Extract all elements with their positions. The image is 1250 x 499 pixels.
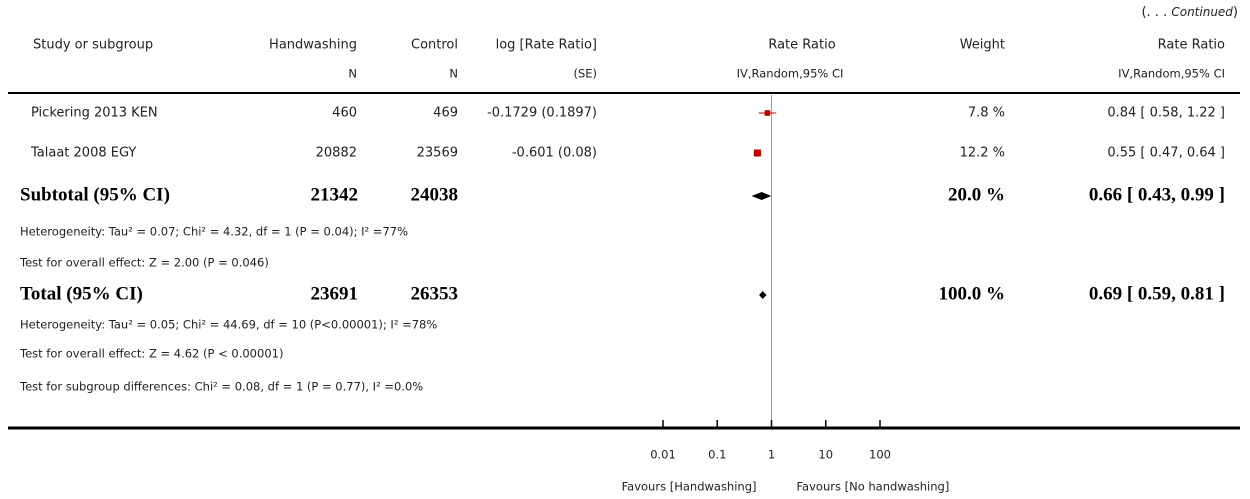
continued-text: Continued [1171,5,1233,19]
heterogeneity: Heterogeneity: Tau² = 0.05; Chi² = 44.69… [20,318,437,332]
continued-note: (. . . Continued) [1141,5,1238,20]
column-header: Control [411,38,458,53]
summary-name: Subtotal (95% CI) [20,184,170,205]
column-header: Weight [960,38,1005,53]
estimate-square [753,149,761,157]
log-rr: -0.1729 (0.1897) [487,106,597,121]
summary-control-n: 26353 [411,283,459,304]
heterogeneity: Heterogeneity: Tau² = 0.07; Chi² = 4.32,… [20,225,408,239]
treatment-n: 20882 [316,146,357,161]
x-tick-label: 0.01 [650,448,676,462]
summary-rate-ratio: 0.66 [ 0.43, 0.99 ] [1089,184,1225,205]
estimate-square [764,110,771,116]
rate-ratio: 0.55 [ 0.47, 0.64 ] [1107,146,1225,161]
summary-diamond [751,192,772,200]
column-header: Rate Ratio [1158,38,1225,53]
control-n: 469 [433,106,458,121]
x-tick-label: 100 [869,448,891,462]
column-header: Rate Ratio [768,38,835,53]
column-subheader: IV,Random,95% CI [1118,67,1225,81]
summary-treatment-n: 21342 [311,184,359,205]
column-header: log [Rate Ratio] [496,38,597,53]
summary-control-n: 24038 [411,184,459,205]
column-subheader: N [449,67,458,81]
treatment-n: 460 [332,106,357,121]
weight: 12.2 % [960,146,1005,161]
continued-open: (. . . [1141,5,1171,20]
weight: 7.8 % [968,106,1005,121]
column-subheader: IV,Random,95% CI [737,67,844,81]
overall-effect: Test for overall effect: Z = 4.62 (P < 0… [19,347,283,361]
summary-treatment-n: 23691 [311,283,359,304]
column-header: Study or subgroup [33,38,153,53]
x-tick-label: 0.1 [708,448,726,462]
column-subheader: N [348,67,357,81]
subgroup-differences: Test for subgroup differences: Chi² = 0.… [19,380,423,394]
column-subheader: (SE) [573,67,597,81]
continued-close: ) [1233,5,1238,20]
overall-effect: Test for overall effect: Z = 2.00 (P = 0… [19,256,269,270]
study-name: Talaat 2008 EGY [30,146,136,161]
rate-ratio: 0.84 [ 0.58, 1.22 ] [1107,106,1225,121]
x-tick-label: 1 [768,448,775,462]
study-name: Pickering 2013 KEN [31,106,158,121]
summary-weight: 100.0 % [939,283,1006,304]
log-rr: -0.601 (0.08) [512,146,597,161]
summary-rate-ratio: 0.69 [ 0.59, 0.81 ] [1089,283,1225,304]
x-label-left: Favours [Handwashing] [622,480,757,494]
summary-weight: 20.0 % [948,184,1005,205]
x-tick-label: 10 [818,448,833,462]
column-header: Handwashing [269,38,357,53]
x-label-right: Favours [No handwashing] [797,480,950,494]
summary-diamond [759,291,767,299]
summary-name: Total (95% CI) [20,283,143,304]
control-n: 23569 [417,146,458,161]
